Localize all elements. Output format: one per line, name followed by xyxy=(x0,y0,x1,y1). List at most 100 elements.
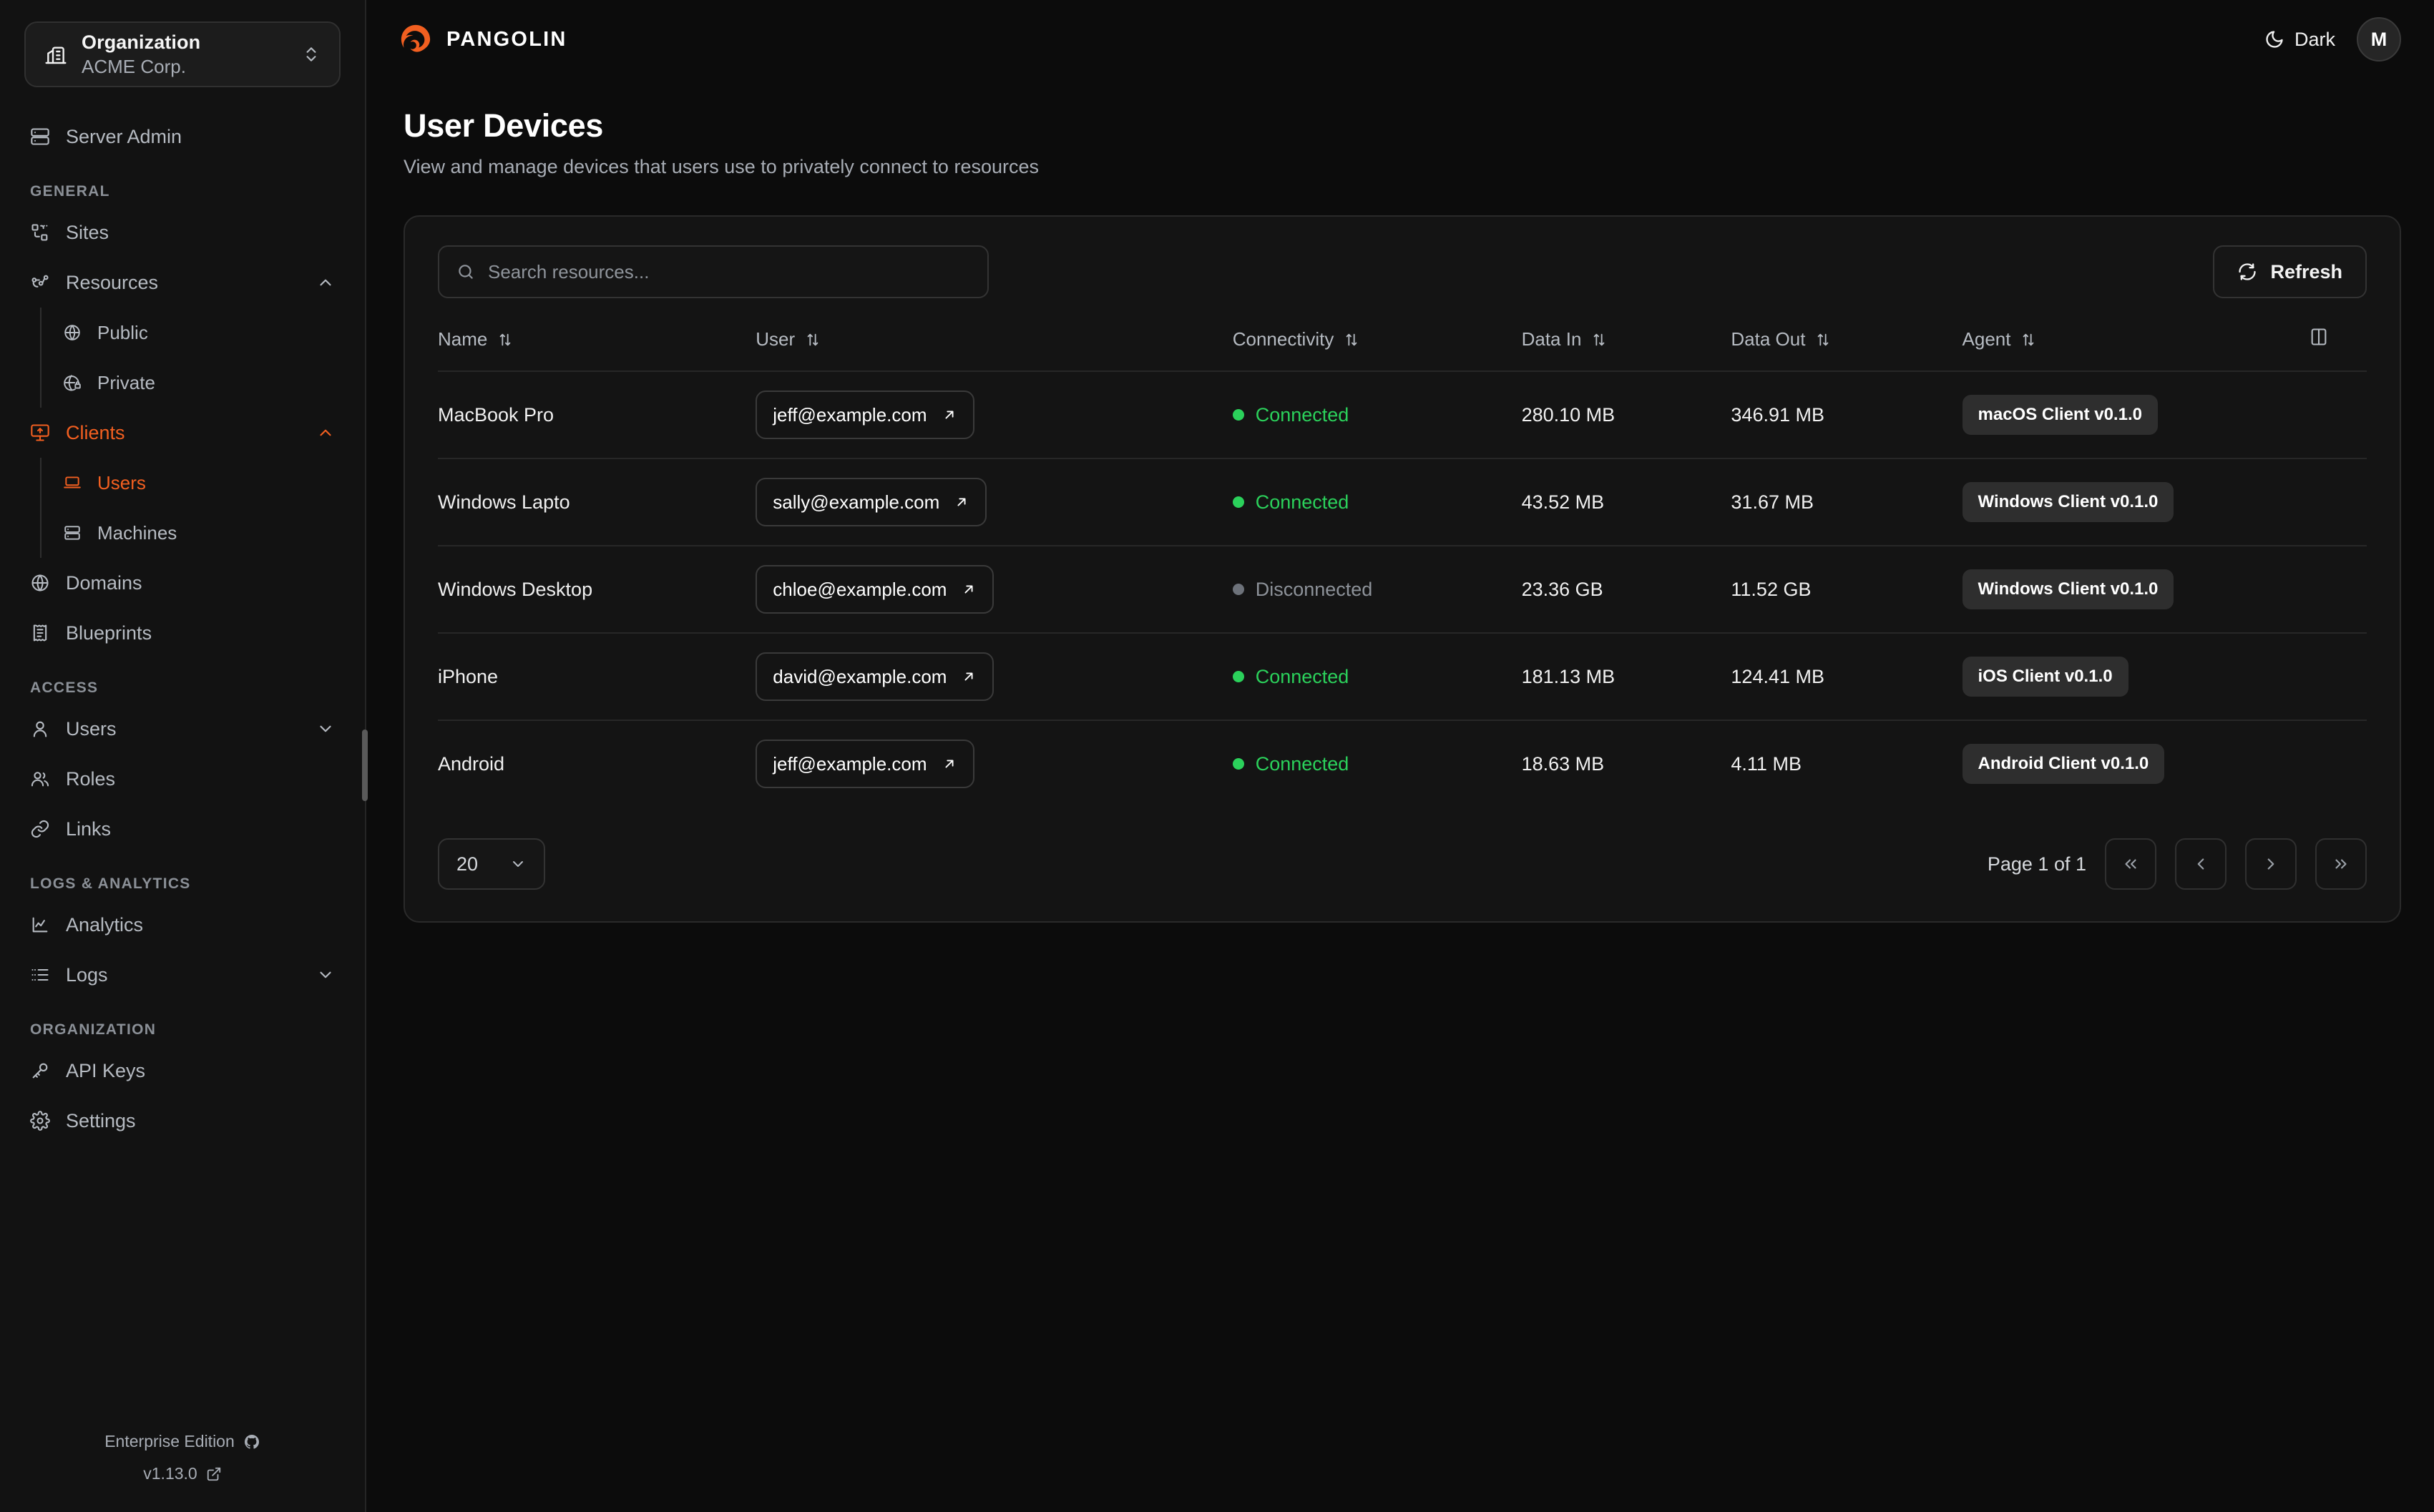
sidebar-item-label: API Keys xyxy=(66,1059,146,1081)
sidebar-group-general: GENERAL xyxy=(30,183,110,200)
server-icon xyxy=(30,127,50,147)
agent-badge: Android Client v0.1.0 xyxy=(1962,744,2165,784)
org-switcher[interactable]: Organization ACME Corp. xyxy=(24,21,341,87)
theme-toggle-button[interactable]: Dark xyxy=(2264,29,2335,51)
chevron-up-icon[interactable] xyxy=(316,423,335,442)
page-size-value: 20 xyxy=(456,853,479,875)
chevron-up-icon[interactable] xyxy=(316,273,335,292)
version-line[interactable]: v1.13.0 xyxy=(143,1464,221,1483)
sidebar-item-private[interactable]: Private xyxy=(57,358,341,408)
refresh-button[interactable]: Refresh xyxy=(2213,245,2367,298)
cell-row-actions[interactable] xyxy=(2309,632,2367,720)
chevron-down-icon[interactable] xyxy=(316,966,335,984)
cell-connectivity: Connected xyxy=(1232,458,1522,546)
sidebar-item-logs[interactable]: Logs xyxy=(24,950,341,1000)
sidebar-item-settings[interactable]: Settings xyxy=(24,1096,341,1146)
status-label: Connected xyxy=(1255,491,1349,513)
chevron-down-icon[interactable] xyxy=(316,720,335,738)
user-link-chip[interactable]: chloe@example.com xyxy=(756,565,994,614)
table-row[interactable]: Android jeff@example.com xyxy=(438,720,2367,807)
prev-page-button[interactable] xyxy=(2175,838,2227,890)
sites-icon xyxy=(30,222,50,242)
table-row[interactable]: Windows Desktop chloe@example.com xyxy=(438,545,2367,633)
column-label: Name xyxy=(438,328,488,350)
sidebar-item-label: Users xyxy=(66,717,117,740)
page-size-select[interactable]: 20 xyxy=(438,838,545,890)
status-badge: Disconnected xyxy=(1232,579,1522,601)
sidebar-item-label: Machines xyxy=(97,521,177,544)
sidebar-item-domains[interactable]: Domains xyxy=(24,558,341,608)
columns-icon[interactable] xyxy=(2309,327,2329,347)
sort-arrows-icon[interactable] xyxy=(2020,332,2036,348)
column-label: Connectivity xyxy=(1232,328,1334,350)
table-row[interactable]: iPhone david@example.com xyxy=(438,632,2367,720)
sidebar-item-resources[interactable]: Resources xyxy=(24,257,341,308)
sidebar-subnav-resources: Public Private xyxy=(40,308,341,408)
pagination-controls: Page 1 of 1 xyxy=(1988,838,2367,890)
sort-arrows-icon[interactable] xyxy=(1815,332,1831,348)
sort-arrows-icon[interactable] xyxy=(1591,332,1607,348)
external-link-icon xyxy=(206,1466,222,1482)
user-link-chip[interactable]: sally@example.com xyxy=(756,478,987,526)
cell-row-actions[interactable] xyxy=(2309,458,2367,546)
column-header-data-in[interactable]: Data In xyxy=(1522,327,1731,371)
first-page-button[interactable] xyxy=(2105,838,2156,890)
sidebar-item-clients[interactable]: Clients xyxy=(24,408,341,458)
status-label: Connected xyxy=(1255,752,1349,775)
globe-icon xyxy=(63,323,82,342)
gear-icon xyxy=(30,1111,50,1131)
last-page-button[interactable] xyxy=(2315,838,2367,890)
column-header-data-out[interactable]: Data Out xyxy=(1731,327,1962,371)
column-header-user[interactable]: User xyxy=(756,327,1232,371)
status-label: Connected xyxy=(1255,403,1349,426)
card-toolbar: Refresh xyxy=(438,245,2367,298)
sidebar-item-users-clients[interactable]: Users xyxy=(57,458,341,508)
sidebar-item-sites[interactable]: Sites xyxy=(24,207,341,257)
table-row[interactable]: Windows Lapto sally@example.com xyxy=(438,458,2367,546)
user-link-chip[interactable]: jeff@example.com xyxy=(756,740,974,788)
topbar: PANGOLIN Dark M xyxy=(366,0,2434,79)
status-dot xyxy=(1232,584,1244,595)
sidebar-item-label: Clients xyxy=(66,421,125,443)
cell-row-actions[interactable] xyxy=(2309,545,2367,633)
sidebar-item-machines[interactable]: Machines xyxy=(57,508,341,558)
arrow-up-right-icon xyxy=(961,669,977,684)
search-input[interactable] xyxy=(488,260,970,283)
sort-arrows-icon[interactable] xyxy=(1344,332,1359,348)
list-icon xyxy=(30,965,50,985)
search-box[interactable] xyxy=(438,245,989,298)
cell-row-actions[interactable] xyxy=(2309,370,2367,458)
brand[interactable]: PANGOLIN xyxy=(399,23,567,56)
user-link-chip[interactable]: david@example.com xyxy=(756,652,994,701)
user-email: jeff@example.com xyxy=(773,403,927,426)
cell-agent: Windows Client v0.1.0 xyxy=(1962,458,2310,546)
cell-data-out: 4.11 MB xyxy=(1731,720,1963,807)
cell-user: chloe@example.com xyxy=(756,545,1233,633)
edition-label: Enterprise Edition xyxy=(104,1432,235,1450)
sidebar-item-analytics[interactable]: Analytics xyxy=(24,900,341,950)
sort-arrows-icon[interactable] xyxy=(805,332,821,348)
column-header-agent[interactable]: Agent xyxy=(1963,327,2310,371)
laptop-icon xyxy=(63,473,82,492)
column-header-name[interactable]: Name xyxy=(438,327,756,371)
column-toggle-header[interactable] xyxy=(2309,327,2367,371)
org-title: Organization xyxy=(82,31,201,53)
column-label: User xyxy=(756,328,796,350)
sidebar-item-blueprints[interactable]: Blueprints xyxy=(24,608,341,658)
sidebar-item-roles[interactable]: Roles xyxy=(24,754,341,804)
user-link-chip[interactable]: jeff@example.com xyxy=(756,391,974,439)
sidebar-item-server-admin[interactable]: Server Admin xyxy=(24,112,341,162)
sidebar-scrollbar-thumb[interactable] xyxy=(362,730,368,801)
column-header-connectivity[interactable]: Connectivity xyxy=(1233,327,1522,371)
sidebar-item-public[interactable]: Public xyxy=(57,308,341,358)
sidebar-item-api-keys[interactable]: API Keys xyxy=(24,1046,341,1096)
edition-line[interactable]: Enterprise Edition xyxy=(104,1432,260,1451)
sidebar-item-links[interactable]: Links xyxy=(24,804,341,854)
pagination: 20 Page 1 of 1 xyxy=(438,838,2367,890)
avatar[interactable]: M xyxy=(2357,17,2401,62)
cell-row-actions[interactable] xyxy=(2309,720,2367,807)
sort-arrows-icon[interactable] xyxy=(497,332,513,348)
next-page-button[interactable] xyxy=(2245,838,2297,890)
table-row[interactable]: MacBook Pro jeff@example.com xyxy=(438,370,2367,458)
sidebar-item-users-access[interactable]: Users xyxy=(24,704,341,754)
